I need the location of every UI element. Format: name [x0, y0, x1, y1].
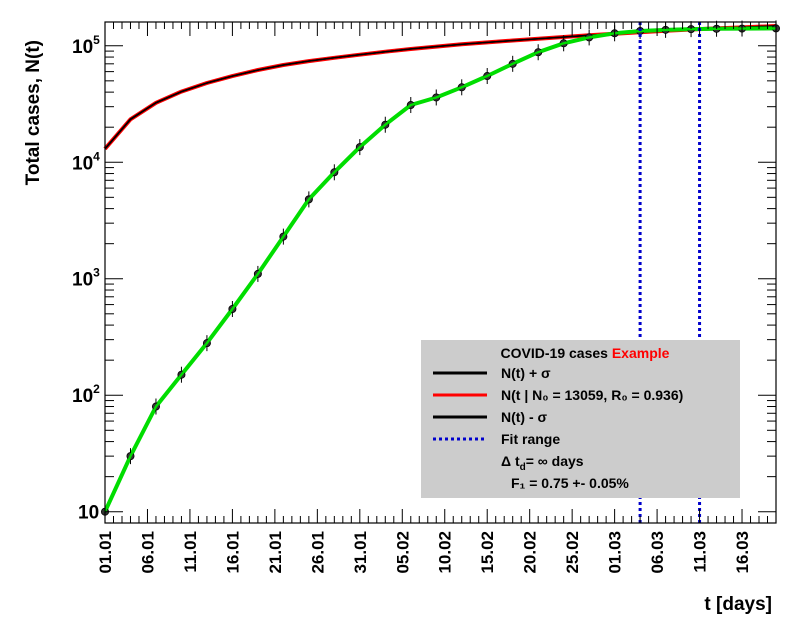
x-tick-label: 15.02 [478, 531, 497, 574]
axes: 01.01 06.01 11.01 16.01 21.01 26.01 31.01 05.02… [72, 21, 777, 574]
y-tick-label: 102 [72, 382, 100, 407]
legend-label: N(t | N₀ = 13059, R₀ = 0.936) [501, 387, 683, 403]
x-tick-label: 20.02 [521, 531, 540, 574]
x-tick-label: 31.01 [351, 531, 370, 574]
x-tick-label: 11.03 [691, 531, 710, 573]
legend-label: Δ td= ∞ days [501, 453, 584, 473]
x-tick-label: 06.01 [138, 531, 157, 574]
legend: COVID-19 cases Example N(t) + σ N(t | N₀ =… [421, 340, 740, 498]
x-tick-label: 01.01 [96, 531, 115, 574]
x-axis-title: t [days] [704, 594, 772, 615]
x-tick-label: 10.02 [436, 531, 455, 574]
plot-frame [104, 21, 777, 524]
x-tick-label: 21.01 [266, 531, 285, 574]
y-tick-label: 10 [78, 503, 99, 524]
x-tick-label: 11.01 [181, 531, 200, 573]
legend-box [421, 340, 740, 498]
legend-label: N(t) + σ [501, 365, 551, 381]
y-axis-title: Total cases, N(t) [23, 40, 44, 185]
x-tick-label: 16.03 [733, 531, 752, 574]
legend-title: COVID-19 cases Example [501, 345, 670, 361]
y-tick-label: 105 [72, 33, 100, 58]
y-tick-label: 104 [72, 149, 100, 174]
x-tick-label: 01.03 [606, 531, 625, 574]
legend-label: Fit range [501, 431, 560, 447]
y-tick-label: 103 [72, 266, 100, 291]
x-tick-label: 16.01 [223, 531, 242, 574]
x-tick-label: 25.02 [563, 531, 582, 574]
x-tick-label: 05.02 [393, 531, 412, 574]
legend-label: F₁ = 0.75 +- 0.05% [511, 475, 629, 491]
x-tick-label: 26.01 [308, 531, 327, 574]
legend-label: N(t) - σ [501, 409, 548, 425]
x-tick-label: 06.03 [648, 531, 667, 574]
